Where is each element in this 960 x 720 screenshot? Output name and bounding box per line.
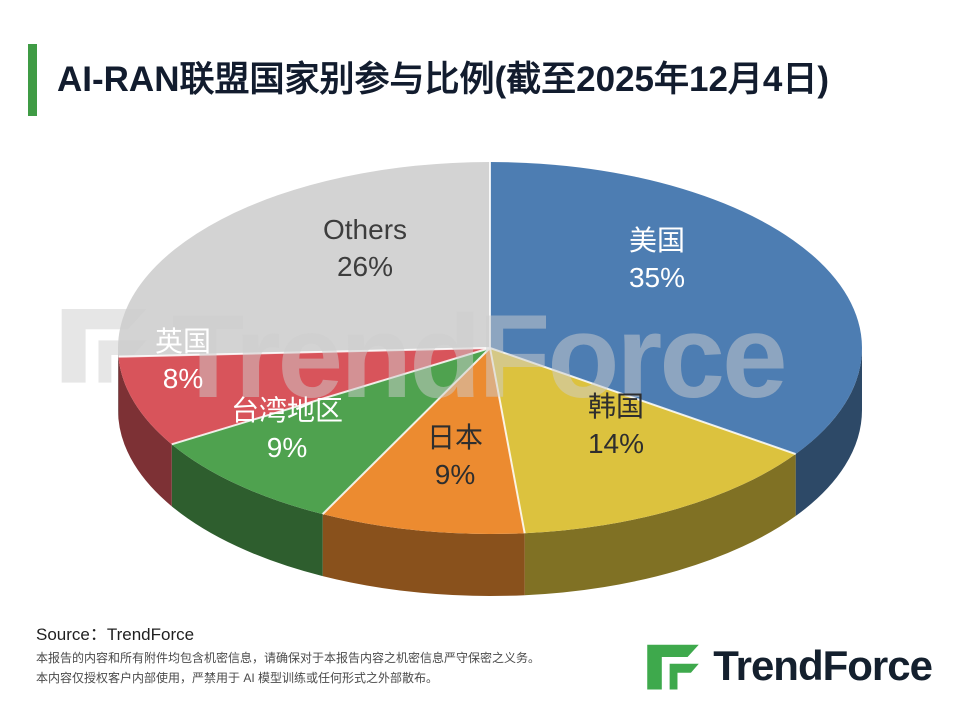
pie-slice-labels: 美国 35% 韩国 14% 日本 9% 台湾地区 9% 英国 8% Others 26% [155, 214, 685, 490]
pie-slice-side [171, 444, 323, 577]
slice-label: 美国 35% [629, 225, 685, 293]
source-label: Source：TrendForce [36, 625, 195, 644]
chart-title: AI-RAN联盟国家别参与比例(截至2025年12月4日) [57, 59, 830, 99]
slice-label: 日本 9% [427, 422, 483, 490]
pie-slice-separators [118, 162, 796, 534]
trendforce-logo-text: TrendForce [713, 642, 933, 689]
slice-label: Others 26% [323, 214, 407, 282]
pie-slice-separator [321, 347, 491, 515]
pie-slice [322, 348, 525, 534]
pie-slice-separator [118, 347, 491, 358]
watermark-text: TrendForce [172, 291, 785, 423]
disclaimer: 本报告的内容和所有附件均包含机密信息，请确保对于本报告内容之机密信息严守保密之义… [36, 648, 540, 689]
pie-slice-separator [489, 347, 526, 534]
disclaimer-line-2: 本内容仅授权客户内部使用，严禁用于 AI 模型训练或任何形式之外部散布。 [36, 671, 439, 686]
pie-slice-side [322, 514, 525, 596]
pie-slice-separator [489, 347, 796, 455]
pie-slice-side [524, 454, 796, 596]
pie-slice-side [795, 348, 862, 517]
pie-slice [118, 162, 491, 357]
trendforce-logo: TrendForce [645, 638, 933, 694]
watermark-logo-icon [61, 309, 147, 383]
pie-slice [490, 348, 796, 534]
title-accent-bar [28, 44, 37, 116]
pie-slice [118, 348, 490, 445]
header: AI-RAN联盟国家别参与比例(截至2025年12月4日) [28, 44, 829, 116]
pie-slice [171, 348, 491, 515]
pie-slice-tops [118, 162, 862, 534]
pie-slice [490, 162, 862, 455]
pie-slice-separator [171, 347, 491, 446]
disclaimer-line-1: 本报告的内容和所有附件均包含机密信息，请确保对于本报告内容之机密信息严守保密之义… [36, 651, 541, 665]
slice-label: 韩国 14% [588, 391, 644, 459]
slice-label: 英国 8% [155, 326, 211, 394]
pie-slice-sides [118, 348, 862, 596]
pie-slice-side [118, 356, 172, 507]
slice-label: 台湾地区 9% [231, 395, 343, 463]
watermark: TrendForce [61, 291, 788, 423]
watermark-logo-icon [98, 340, 147, 383]
trendforce-logo-icon [647, 644, 700, 690]
